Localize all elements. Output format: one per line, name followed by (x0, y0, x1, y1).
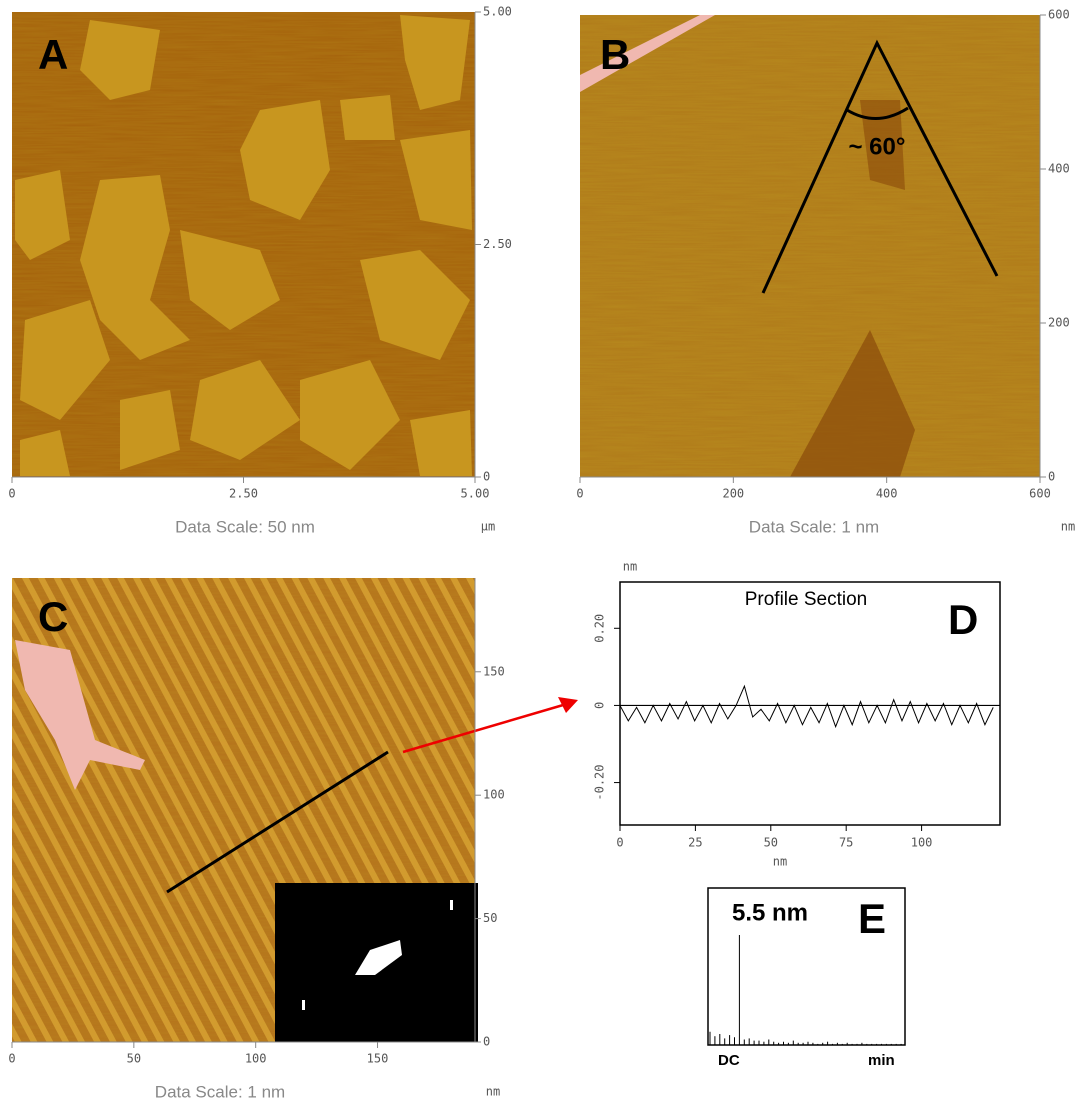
y-tick-label: -0.20 (593, 765, 607, 801)
panel-letter: C (38, 593, 68, 640)
y-tick-label: 100 (483, 788, 505, 802)
afm-image-b (580, 15, 1040, 477)
min-label: min (868, 1052, 895, 1069)
x-tick-label: 0 (8, 487, 15, 501)
unit-label: µm (481, 520, 495, 534)
y-tick-label: 5.00 (483, 5, 512, 19)
panel-letter: E (858, 895, 886, 942)
x-tick-label: 0 (576, 487, 583, 501)
x-tick-label: 75 (839, 836, 853, 850)
y-tick-label: 2.50 (483, 237, 512, 251)
unit-label: nm (1061, 520, 1075, 534)
body: A 0 2.50 5.00 0 2.50 5.00 Data Scale: 50 nm µm B 0… (0, 0, 1086, 1107)
x-tick-label: 100 (245, 1052, 267, 1066)
profile-line (620, 686, 993, 727)
y-tick-label: 600 (1048, 8, 1070, 22)
angle-label: ~ 60° (849, 133, 906, 160)
x-tick-label: 100 (911, 836, 933, 850)
x-unit: nm (773, 855, 787, 869)
y-tick-label: 0 (483, 1035, 490, 1049)
figure: A 0 2.50 5.00 0 2.50 5.00 Data Scale: 50 nm µm B 0… (0, 0, 1086, 1102)
y-tick-label: 200 (1048, 316, 1070, 330)
x-tick-label: 400 (876, 487, 898, 501)
y-tick-label: 150 (483, 664, 505, 678)
peak-label: 5.5 nm (732, 899, 808, 926)
y-unit: nm (623, 560, 637, 574)
y-tick-label: 0 (483, 470, 490, 484)
x-tick-label: 5.00 (461, 487, 490, 501)
x-tick-label: 50 (127, 1052, 141, 1066)
y-tick-label: 400 (1048, 162, 1070, 176)
afm-image-c (12, 578, 578, 1042)
x-tick-label: 2.50 (229, 487, 258, 501)
x-tick-label: 600 (1029, 487, 1051, 501)
panel-letter: B (600, 31, 630, 78)
unit-label: nm (486, 1085, 500, 1099)
data-scale: Data Scale: 1 nm (155, 1082, 285, 1101)
x-tick-label: 150 (367, 1052, 389, 1066)
y-tick-label: 0 (593, 702, 607, 709)
data-scale: Data Scale: 1 nm (749, 517, 879, 536)
y-tick-label: 0 (1048, 470, 1055, 484)
y-tick-label: 0.20 (593, 614, 607, 643)
profile-title: Profile Section (745, 589, 868, 610)
panel-letter: D (948, 596, 978, 643)
panel-letter: A (38, 31, 68, 78)
x-tick-label: 0 (616, 836, 623, 850)
data-scale: Data Scale: 50 nm (175, 517, 315, 536)
x-tick-label: 0 (8, 1052, 15, 1066)
x-tick-label: 25 (688, 836, 702, 850)
x-tick-label: 50 (764, 836, 778, 850)
afm-image-a (12, 12, 475, 477)
page: AFM figure {"panels": [ {"letter": "A", … (0, 0, 1086, 1107)
y-tick-label: 50 (483, 911, 497, 925)
x-tick-label: 200 (722, 487, 744, 501)
dc-label: DC (718, 1052, 740, 1069)
